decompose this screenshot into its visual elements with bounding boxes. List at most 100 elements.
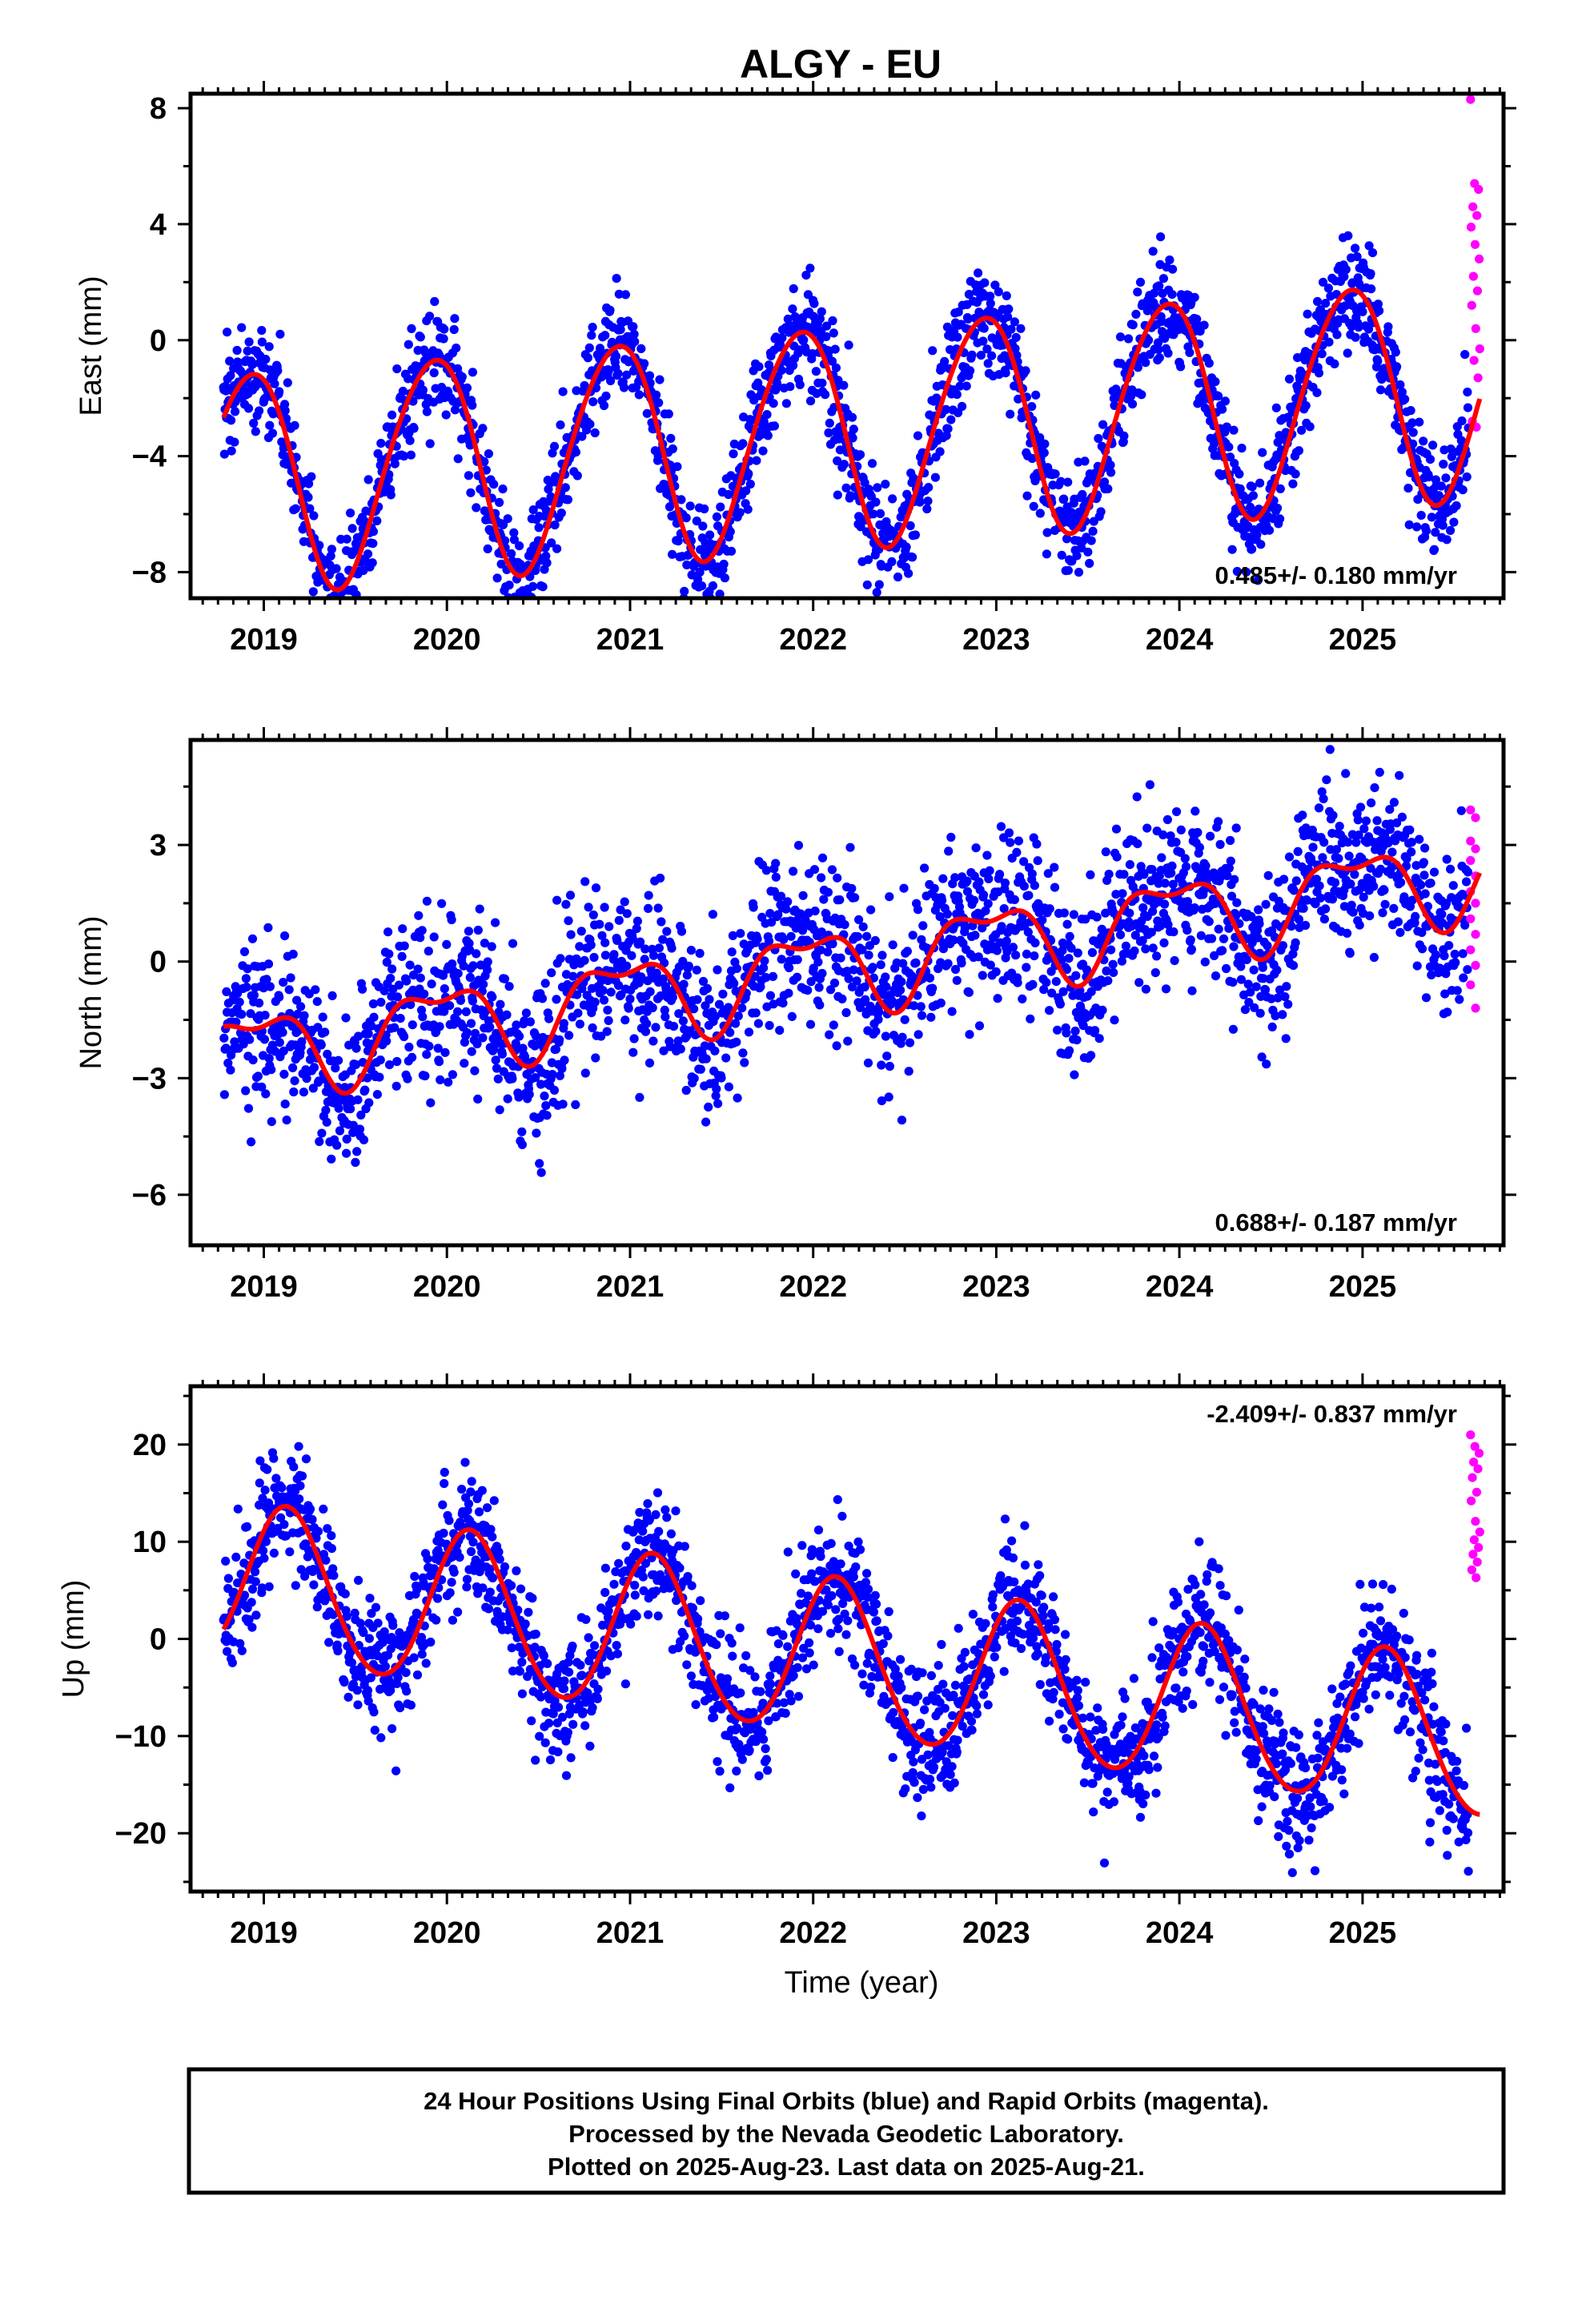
final-point [237, 323, 247, 332]
final-point [996, 822, 1006, 831]
final-point [668, 549, 677, 559]
final-point [491, 918, 500, 927]
final-point [1242, 567, 1251, 577]
final-point [327, 1154, 336, 1164]
final-point [1451, 958, 1460, 967]
final-point [733, 1093, 742, 1103]
final-point [823, 887, 833, 897]
final-point [440, 984, 449, 994]
final-point [962, 887, 973, 896]
final-point [422, 896, 432, 906]
final-point [1131, 309, 1141, 319]
final-point [702, 983, 713, 993]
final-point [288, 1063, 298, 1072]
final-point [1363, 324, 1374, 334]
final-point [470, 1066, 480, 1076]
final-point [1229, 425, 1239, 435]
final-point [725, 1027, 735, 1037]
x-tick-label: 2025 [1329, 1270, 1397, 1304]
final-point [417, 926, 427, 935]
final-point [311, 985, 320, 995]
final-point [896, 985, 905, 995]
final-point [926, 1012, 936, 1022]
final-point [367, 1021, 376, 1031]
final-point [368, 999, 378, 1009]
final-point [717, 1073, 726, 1083]
final-point [761, 866, 772, 875]
final-point [508, 939, 518, 948]
final-point [1150, 968, 1160, 978]
final-point [225, 356, 235, 366]
final-point [556, 420, 565, 430]
final-point [624, 1003, 633, 1013]
final-point [616, 324, 625, 335]
final-point [1283, 999, 1293, 1009]
final-point [420, 1071, 430, 1081]
final-point [1441, 473, 1451, 483]
final-point [881, 1031, 890, 1041]
final-point [978, 336, 988, 346]
final-point [1339, 271, 1349, 282]
final-point [1180, 854, 1190, 863]
final-point [1460, 350, 1470, 360]
final-point [1106, 460, 1115, 470]
final-point [251, 427, 260, 436]
final-point [267, 1065, 276, 1075]
east-rapid-orbit-points [1466, 94, 1484, 432]
x-tick-label: 2025 [1329, 623, 1397, 657]
final-point [863, 1058, 873, 1068]
final-point [1027, 402, 1037, 412]
final-point [226, 1065, 235, 1075]
final-point [1405, 825, 1415, 834]
final-point [379, 986, 389, 995]
final-point [1039, 448, 1049, 458]
final-point [993, 994, 1002, 1003]
final-point [970, 931, 980, 940]
rapid-point [1471, 960, 1480, 971]
final-point [1291, 469, 1300, 479]
final-point [531, 1073, 540, 1083]
final-point [1161, 984, 1171, 994]
final-point [1190, 903, 1199, 913]
final-point [922, 504, 932, 514]
final-point [898, 959, 908, 968]
rapid-point [1471, 899, 1480, 908]
final-point [1092, 912, 1102, 922]
final-point [1353, 815, 1363, 825]
final-point [542, 558, 552, 568]
final-point [1378, 908, 1387, 918]
final-point [904, 569, 913, 578]
final-point [1070, 1070, 1079, 1080]
final-point [464, 939, 474, 948]
final-point [1319, 915, 1329, 924]
final-point [1088, 526, 1098, 537]
final-point [332, 1140, 342, 1150]
final-point [1308, 842, 1318, 852]
final-point [954, 308, 963, 317]
final-point [974, 268, 983, 278]
final-point [257, 337, 267, 347]
final-point [504, 982, 514, 991]
final-point [1255, 478, 1265, 488]
final-point [645, 987, 655, 996]
final-point [496, 559, 506, 569]
final-point [1387, 847, 1397, 857]
final-point [872, 588, 881, 597]
final-point [1372, 816, 1382, 826]
final-point [600, 903, 609, 912]
final-point [1144, 336, 1154, 345]
final-point [928, 983, 938, 993]
final-point [1450, 949, 1460, 959]
final-point [668, 992, 677, 1002]
final-point [341, 626, 350, 635]
final-point [943, 424, 953, 434]
final-point [277, 1483, 287, 1493]
up-panel: 2019 2020 2021 2022 2023 2024 2025−20−1001020U… [57, 1373, 1516, 2000]
rapid-point [1471, 930, 1480, 939]
final-point [836, 953, 845, 963]
final-point [823, 947, 833, 957]
final-point [1069, 910, 1078, 919]
final-point [1343, 348, 1352, 358]
final-point [1406, 405, 1415, 416]
final-point [957, 958, 966, 968]
